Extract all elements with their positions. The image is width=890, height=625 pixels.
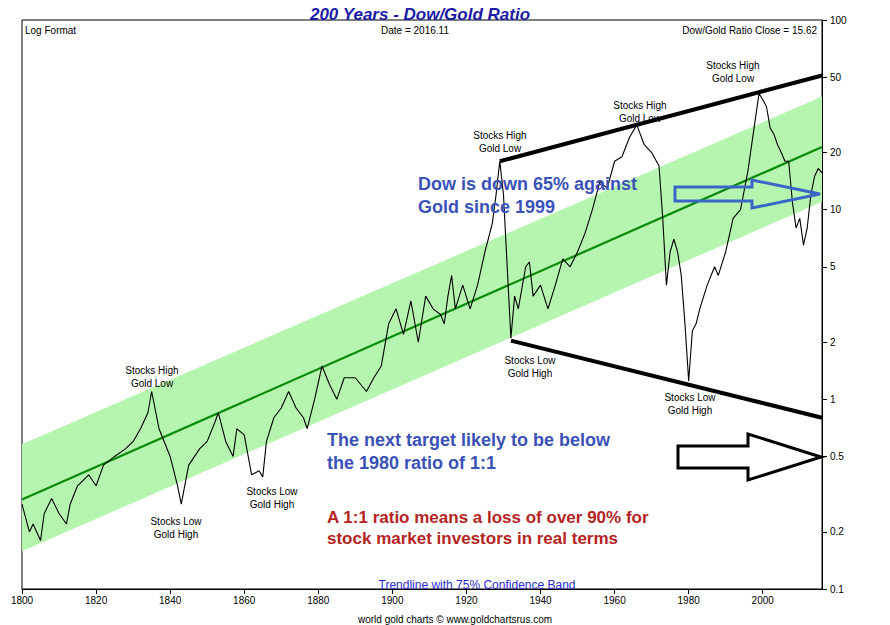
svg-text:Dow is down 65% against: Dow is down 65% against [418,174,637,194]
svg-text:Gold High: Gold High [508,368,552,379]
svg-text:1940: 1940 [529,595,552,606]
svg-text:Dow/Gold Ratio Close = 15.62: Dow/Gold Ratio Close = 15.62 [682,25,817,36]
svg-text:1800: 1800 [11,595,34,606]
svg-text:Stocks High: Stocks High [125,365,178,376]
svg-text:Gold High: Gold High [668,405,712,416]
svg-text:1920: 1920 [455,595,478,606]
svg-text:A 1:1 ratio means a loss of ov: A 1:1 ratio means a loss of over 90% for [327,508,649,527]
svg-text:the 1980 ratio of 1:1: the 1980 ratio of 1:1 [327,453,496,473]
svg-text:Gold Low: Gold Low [131,378,174,389]
svg-text:0.5: 0.5 [830,451,844,462]
svg-text:Gold High: Gold High [250,499,294,510]
svg-text:100: 100 [830,15,847,26]
svg-text:Gold High: Gold High [154,529,198,540]
svg-text:stock market investors in real: stock market investors in real terms [327,529,618,548]
svg-text:Gold since 1999: Gold since 1999 [418,197,555,217]
svg-text:Gold Low: Gold Low [619,113,662,124]
svg-text:10: 10 [830,204,842,215]
svg-text:2: 2 [830,337,836,348]
svg-text:Stocks Low: Stocks Low [150,516,202,527]
svg-text:Stocks Low: Stocks Low [504,355,556,366]
svg-text:1860: 1860 [233,595,256,606]
svg-text:2000: 2000 [752,595,775,606]
svg-text:Stocks High: Stocks High [613,100,666,111]
svg-text:Trendline with 75% Confidence: Trendline with 75% Confidence Band [378,578,575,592]
svg-text:Log Format: Log Format [25,25,76,36]
svg-text:0.2: 0.2 [830,526,844,537]
svg-text:1960: 1960 [603,595,626,606]
svg-text:1820: 1820 [85,595,108,606]
svg-text:Stocks High: Stocks High [473,130,526,141]
svg-text:Date = 2016.11: Date = 2016.11 [381,25,449,36]
svg-text:50: 50 [830,72,842,83]
svg-text:1900: 1900 [381,595,404,606]
svg-text:1840: 1840 [159,595,182,606]
svg-text:The next target likely to be b: The next target likely to be below [327,430,611,450]
svg-text:Gold Low: Gold Low [712,73,755,84]
svg-text:20: 20 [830,147,842,158]
svg-text:Gold Low: Gold Low [479,143,522,154]
svg-text:200 Years - Dow/Gold Ratio: 200 Years - Dow/Gold Ratio [309,5,530,24]
svg-text:1880: 1880 [307,595,330,606]
svg-text:Stocks Low: Stocks Low [246,486,298,497]
svg-text:world gold charts © www.goldch: world gold charts © www.goldchartsrus.co… [357,614,552,625]
svg-text:Stocks High: Stocks High [706,60,759,71]
svg-text:1: 1 [830,394,836,405]
svg-text:1980: 1980 [678,595,701,606]
svg-text:0.1: 0.1 [830,584,844,595]
svg-text:5: 5 [830,261,836,272]
svg-text:Stocks Low: Stocks Low [664,392,716,403]
